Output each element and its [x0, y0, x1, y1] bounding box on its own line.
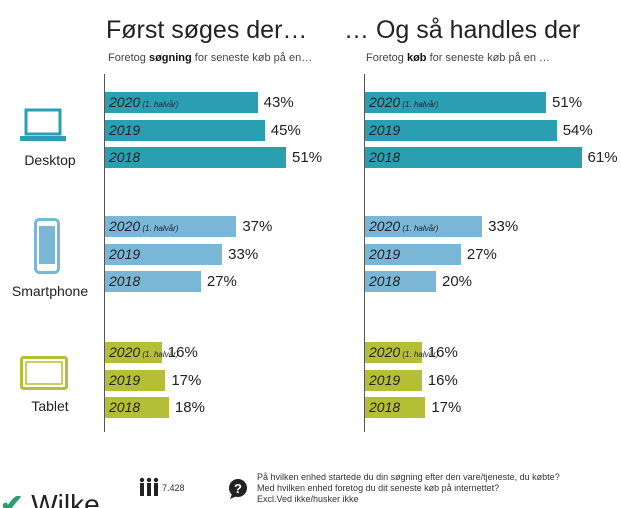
- bar-year-label: 2018: [369, 399, 401, 415]
- bar-year-label: 2019: [109, 371, 141, 388]
- bar-value-label: 17%: [431, 399, 462, 416]
- bar-value-label: 16%: [167, 344, 198, 361]
- bar-value-label: 51%: [292, 149, 323, 166]
- bar-year-label: 2020 (1. halvår): [369, 218, 439, 234]
- bar-value-label: 17%: [171, 371, 202, 389]
- laptop-icon: [20, 108, 66, 141]
- bar-year-label: 2020 (1. halvår): [109, 218, 179, 234]
- bar-tablet-search-2019: [105, 369, 166, 391]
- bar-value-label: 27%: [206, 273, 237, 290]
- bar-value-label: 43%: [263, 94, 294, 111]
- bar-tablet-purchase-2020: [365, 342, 422, 363]
- axis-purchase: [364, 74, 365, 432]
- bar-tablet-search-2020: [105, 342, 162, 363]
- bar-tablet-purchase-2018: [365, 397, 426, 418]
- bar-year-label: 2019: [109, 245, 141, 262]
- question-text: På hvilken enhed startede du din søgning…: [257, 472, 560, 504]
- bar-year-label: 2018: [109, 399, 141, 415]
- wilke-logo: ✔ Wilke: [0, 489, 100, 508]
- bar-year-label: 2019: [369, 245, 401, 262]
- svg-text:?: ?: [234, 481, 242, 496]
- respondent-count: 7.428: [162, 483, 185, 493]
- bar-value-label: 54%: [562, 121, 593, 139]
- bar-year-label: 2020 (1. halvår): [109, 344, 179, 360]
- bar-year-label: 2019: [369, 121, 401, 138]
- bar-smartphone-purchase-2018: [365, 271, 436, 292]
- bar-year-label: 2018: [369, 149, 401, 165]
- panel-subtitle-search: Foretog søgning for seneste køb på en…: [108, 52, 313, 64]
- bar-value-label: 27%: [466, 245, 497, 263]
- people-icon: [139, 477, 159, 496]
- bar-smartphone-search-2019: [105, 243, 223, 265]
- tablet-icon: [20, 356, 68, 390]
- bar-value-label: 33%: [228, 245, 259, 263]
- bar-year-label: 2020 (1. halvår): [109, 94, 179, 110]
- device-label-smartphone: Smartphone: [11, 283, 89, 299]
- bar-year-label: 2018: [369, 273, 401, 289]
- bar-smartphone-purchase-2020: [365, 216, 483, 237]
- bar-value-label: 33%: [488, 218, 519, 235]
- bar-desktop-purchase-2019: [365, 119, 557, 141]
- bar-value-label: 16%: [427, 344, 458, 361]
- bar-year-label: 2020 (1. halvår): [369, 344, 439, 360]
- panel-title-purchase: … Og så handles der: [344, 16, 581, 44]
- panel-title-search: Først søges der…: [106, 16, 308, 44]
- axis-search: [104, 74, 105, 432]
- bar-year-label: 2019: [369, 371, 401, 388]
- bar-desktop-search-2019: [105, 119, 265, 141]
- bar-tablet-purchase-2019: [365, 369, 422, 391]
- bar-smartphone-purchase-2019: [365, 243, 461, 265]
- bar-desktop-search-2020: [105, 92, 258, 113]
- bar-year-label: 2020 (1. halvår): [369, 94, 439, 110]
- bar-desktop-purchase-2018: [365, 147, 582, 168]
- bar-value-label: 18%: [174, 399, 205, 416]
- bar-smartphone-search-2018: [105, 271, 201, 292]
- bar-value-label: 45%: [270, 121, 301, 139]
- bar-year-label: 2018: [109, 149, 141, 165]
- bar-value-label: 16%: [427, 371, 458, 389]
- panel-subtitle-purchase: Foretog køb for seneste køb på en …: [366, 52, 551, 64]
- bar-year-label: 2018: [109, 273, 141, 289]
- bar-value-label: 20%: [442, 273, 473, 290]
- bar-desktop-search-2018: [105, 147, 287, 168]
- bar-desktop-purchase-2020: [365, 92, 547, 113]
- smartphone-icon: [34, 218, 60, 274]
- bar-value-label: 37%: [242, 218, 273, 235]
- bar-smartphone-search-2020: [105, 216, 237, 237]
- device-label-tablet: Tablet: [31, 398, 69, 414]
- bar-value-label: 61%: [587, 149, 618, 166]
- bar-value-label: 51%: [552, 94, 583, 111]
- bar-tablet-search-2018: [105, 397, 169, 418]
- bar-year-label: 2019: [109, 121, 141, 138]
- question-icon: ?: [229, 479, 247, 499]
- device-label-desktop: Desktop: [24, 152, 76, 168]
